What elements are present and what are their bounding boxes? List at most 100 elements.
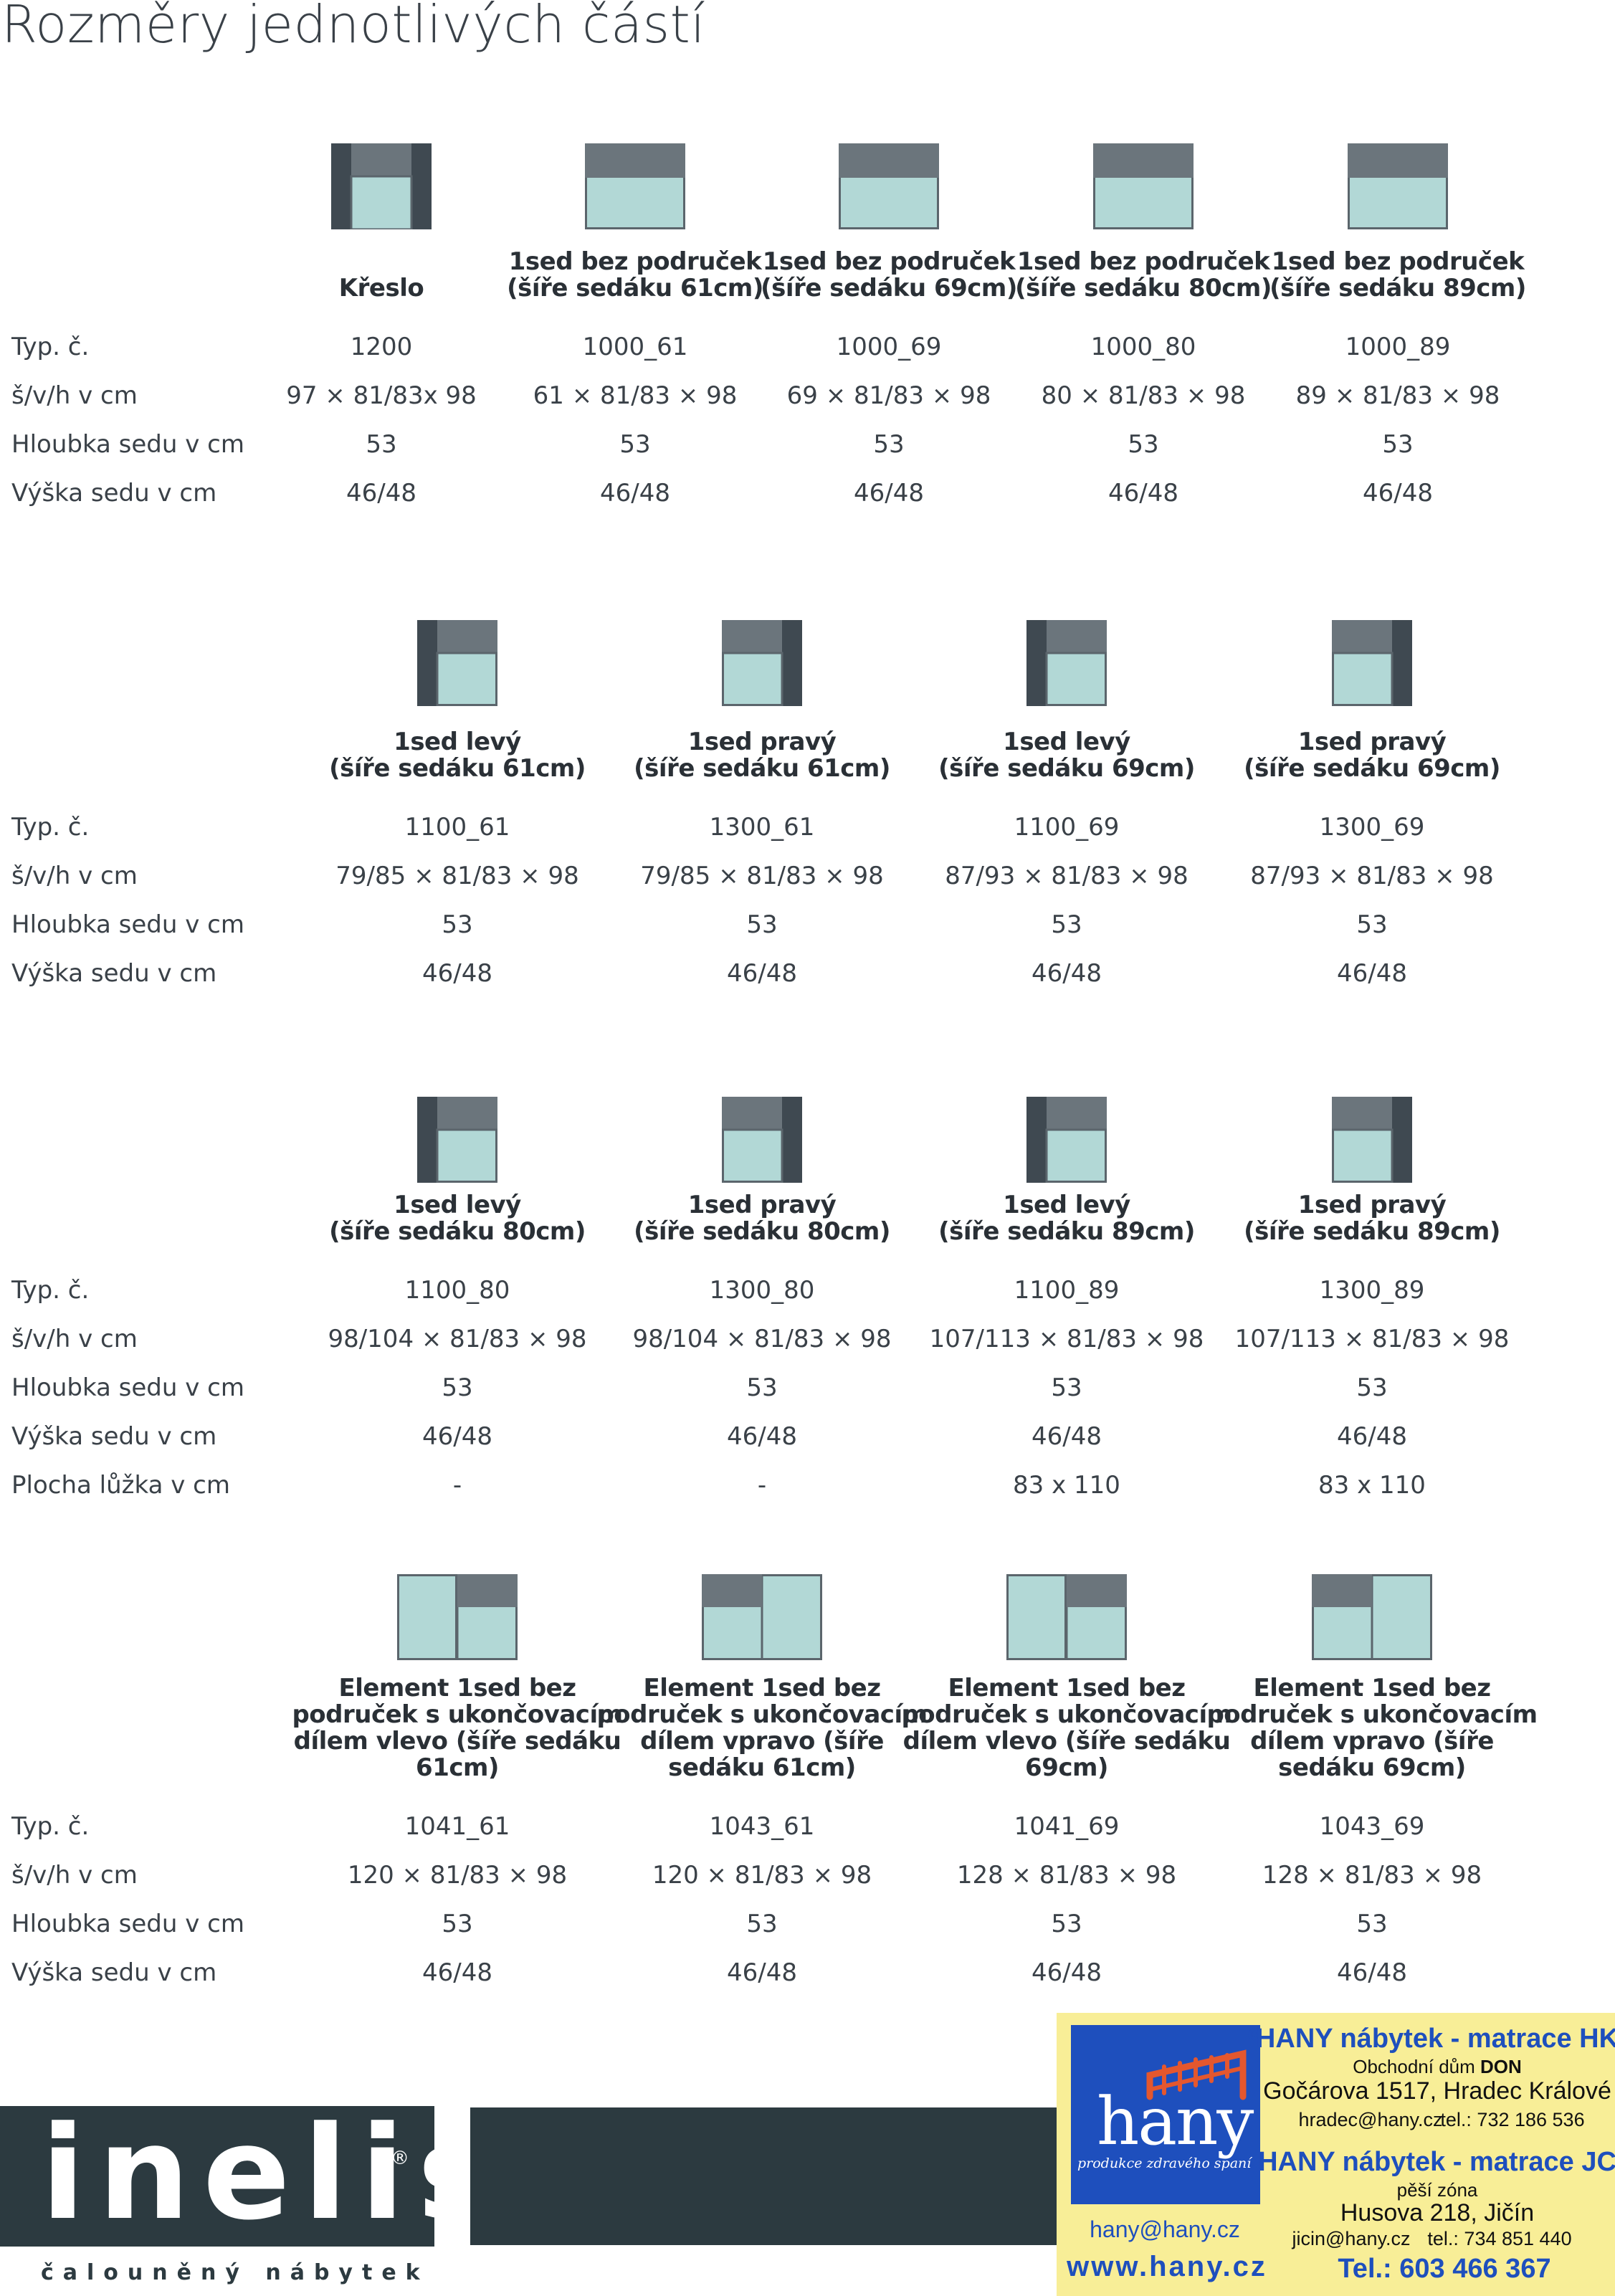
row-label-hloubka: Hloubka sedu v cm (11, 910, 244, 939)
cell-hloubka: 53 (1051, 1910, 1082, 1938)
hk-title: HANY nábytek - matrace HK (1255, 2024, 1615, 2054)
cell-svh: 87/93 × 81/83 × 98 (945, 862, 1188, 890)
cell-svh: 97 × 81/83x 98 (286, 381, 477, 410)
cell-svh: 128 × 81/83 × 98 (1262, 1861, 1482, 1890)
cell-typ: 1300_61 (709, 813, 815, 842)
module-heading-line: dílem vlevo (šíře sedáku (902, 1727, 1231, 1756)
cell-vyska: 46/48 (422, 1958, 492, 1987)
cell-typ: 1100_61 (404, 813, 510, 842)
row-label-typ: Typ. č. (11, 333, 90, 361)
module-heading-line: područek s ukončovacím (901, 1700, 1232, 1729)
cell-typ: 1200 (350, 333, 413, 361)
module-heading-line: (šíře sedáku 89cm) (1244, 1217, 1500, 1246)
module-heading-line: (šíře sedáku 80cm) (634, 1217, 890, 1246)
inelis-logo: inelis (41, 2099, 508, 2249)
hany-website[interactable]: www.hany.cz (1067, 2251, 1267, 2282)
cell-typ: 1100_89 (1014, 1276, 1120, 1305)
cell-vyska: 46/48 (1337, 959, 1407, 988)
row-label-vyska: Výška sedu v cm (11, 1958, 217, 1987)
module-diagram (1026, 1097, 1107, 1183)
hany-phone[interactable]: Tel.: 603 466 367 (1338, 2254, 1551, 2284)
cell-svh: 107/113 × 81/83 × 98 (929, 1325, 1204, 1353)
module-heading-line: područek s ukončovacím (1206, 1700, 1538, 1729)
hany-subtitle: produkce zdravého spaní (1077, 2156, 1252, 2171)
module-heading-line: 69cm) (1025, 1753, 1108, 1782)
module-heading-line: 1sed pravý (1297, 728, 1447, 756)
cell-plocha: - (757, 1471, 767, 1500)
row-label-vyska: Výška sedu v cm (11, 959, 217, 988)
module-heading-line: (šíře sedáku 61cm) (507, 274, 763, 303)
cell-typ: 1300_89 (1319, 1276, 1425, 1305)
page-title: Rozměry jednotlivých částí (1, 0, 705, 54)
cell-hloubka: 53 (1356, 1910, 1388, 1938)
module-heading-line: područek s ukončovacím (292, 1700, 623, 1729)
hk-email[interactable]: hradec@hany.cz (1298, 2109, 1443, 2130)
jc-address: Husova 218, Jičín (1340, 2199, 1535, 2226)
cell-typ: 1041_69 (1014, 1812, 1120, 1841)
hk-phone[interactable]: tel.: 732 186 536 (1440, 2109, 1585, 2130)
module-heading-line: 1sed bez područek (762, 247, 1016, 276)
cell-hloubka: 53 (442, 1373, 473, 1402)
module-diagram (1332, 620, 1412, 706)
row-label-plocha: Plocha lůžka v cm (11, 1471, 230, 1500)
cell-vyska: 46/48 (600, 479, 670, 508)
hk-building: Obchodní dům DON (1353, 2056, 1522, 2078)
module-diagram (397, 1574, 518, 1660)
cell-typ: 1000_69 (836, 333, 942, 361)
cell-svh: 89 × 81/83 × 98 (1295, 381, 1500, 410)
seat-left-arm-icon (1026, 620, 1107, 706)
hany-email[interactable]: hany@hany.cz (1090, 2216, 1240, 2242)
module-heading-line: 1sed pravý (687, 728, 837, 756)
module-heading-line: 1sed bez područek (1271, 247, 1525, 276)
cell-typ: 1043_61 (709, 1812, 815, 1841)
seat-no-arms-icon (585, 143, 685, 229)
module-diagram (331, 143, 432, 229)
hany-registered-mark: ® (1246, 2026, 1262, 2044)
jc-phone[interactable]: tel.: 734 851 440 (1427, 2228, 1572, 2249)
cell-svh: 79/85 × 81/83 × 98 (335, 862, 579, 890)
cell-typ: 1100_80 (404, 1276, 510, 1305)
cell-svh: 69 × 81/83 × 98 (786, 381, 991, 410)
module-heading-line: 1sed levý (1003, 728, 1130, 756)
row-label-vyska: Výška sedu v cm (11, 479, 217, 508)
element-end-right-icon (702, 1574, 822, 1660)
module-heading-line: (šíře sedáku 89cm) (938, 1217, 1195, 1246)
row-label-svh: š/v/h v cm (11, 1861, 138, 1890)
module-heading-line: Křeslo (338, 274, 424, 303)
jc-title: HANY nábytek - matrace JC (1258, 2147, 1615, 2177)
hany-wordmark: hany (1097, 2083, 1254, 2160)
module-diagram (417, 620, 497, 706)
row-label-hloubka: Hloubka sedu v cm (11, 1373, 244, 1402)
module-heading-line: 1sed levý (1003, 1191, 1130, 1219)
jc-email[interactable]: jicin@hany.cz (1292, 2228, 1411, 2249)
cell-hloubka: 53 (1382, 430, 1414, 459)
module-heading-line: dílem vpravo (šíře (1250, 1727, 1494, 1756)
cell-vyska: 46/48 (727, 1422, 797, 1451)
cell-typ: 1000_89 (1345, 333, 1451, 361)
module-heading-line: 1sed pravý (1297, 1191, 1447, 1219)
hk-address: Gočárova 1517, Hradec Králové (1263, 2077, 1611, 2105)
cell-plocha: 83 x 110 (1318, 1471, 1426, 1500)
seat-right-arm-icon (722, 1097, 802, 1183)
module-heading-line: Element 1sed bez (643, 1674, 881, 1702)
cell-vyska: 46/48 (1108, 479, 1178, 508)
cell-typ: 1000_61 (582, 333, 688, 361)
row-label-vyska: Výška sedu v cm (11, 1422, 217, 1451)
module-diagram (702, 1574, 822, 1660)
cell-hloubka: 53 (1356, 910, 1388, 939)
hk-building-label: Obchodní dům (1353, 2056, 1480, 2077)
cell-vyska: 46/48 (1337, 1422, 1407, 1451)
cell-typ: 1043_69 (1319, 1812, 1425, 1841)
module-diagram (1312, 1574, 1432, 1660)
module-heading-line: 1sed pravý (687, 1191, 837, 1219)
cell-hloubka: 53 (1356, 1373, 1388, 1402)
module-heading-line: dílem vpravo (šíře (640, 1727, 884, 1756)
cell-typ: 1000_80 (1090, 333, 1196, 361)
cell-svh: 87/93 × 81/83 × 98 (1250, 862, 1494, 890)
cell-vyska: 46/48 (1032, 959, 1102, 988)
element-end-left-icon (1006, 1574, 1127, 1660)
module-heading-line: Element 1sed bez (338, 1674, 576, 1702)
module-heading-line: (šíře sedáku 80cm) (329, 1217, 586, 1246)
cell-typ: 1041_61 (404, 1812, 510, 1841)
cell-svh: 80 × 81/83 × 98 (1041, 381, 1246, 410)
